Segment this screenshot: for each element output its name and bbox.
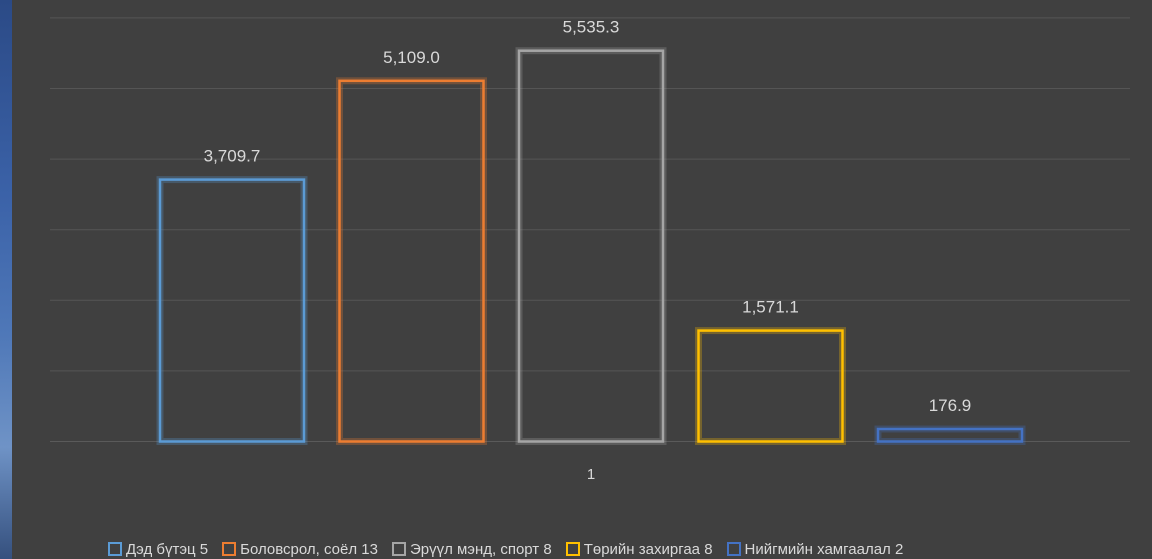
legend-label: Эрүүл мэнд, спорт 8: [409, 540, 552, 558]
legend-label: Боловсрол, соёл 13: [240, 540, 378, 558]
legend-label: Нийгмийн хамгаалал 2: [744, 540, 904, 558]
data-label-3: 5,535.3: [563, 18, 620, 37]
bar-1: [158, 178, 306, 443]
legend-item: Эрүүл мэнд, спорт 8: [391, 540, 552, 558]
data-label-2: 5,109.0: [383, 48, 440, 67]
bar-glow: [695, 327, 846, 446]
bar-4: [697, 329, 844, 443]
bar-glow: [874, 425, 1026, 446]
gridlines: [50, 17, 1130, 442]
data-label-1: 3,709.7: [204, 147, 261, 166]
legend-item: Төрийн захиргаа 8: [565, 540, 713, 558]
legend-swatch: [108, 542, 122, 556]
legend-item: Нийгмийн хамгаалал 2: [726, 540, 904, 558]
legend-swatch: [565, 542, 580, 556]
category-label: 1: [587, 466, 595, 483]
bar-glow: [515, 47, 667, 445]
bar-2: [338, 79, 485, 443]
data-label-4: 1,571.1: [742, 298, 799, 317]
legend-item: Дэд бүтэц 5: [108, 541, 208, 558]
bar-3: [517, 49, 665, 443]
legend-swatch: [222, 542, 237, 556]
bar-glow: [336, 77, 487, 446]
legend-swatch: [726, 542, 741, 556]
bar-5: [876, 427, 1024, 443]
bars: [156, 47, 1026, 446]
legend-swatch: [391, 542, 406, 556]
legend-item: Боловсрол, соёл 13: [222, 541, 378, 558]
data-label-5: 176.9: [929, 396, 972, 415]
background-image-strip: [0, 0, 12, 559]
bar-glow: [156, 176, 308, 445]
legend-label: Дэд бүтэц 5: [126, 540, 209, 558]
category-labels: 1: [587, 466, 595, 483]
data-labels: 3,709.7 5,109.0 5,535.3 1,571.1 176.9: [204, 18, 972, 415]
legend: Дэд бүтэц 5 Боловсрол, соёл 13 Эрүүл мэнд,…: [108, 539, 917, 559]
legend-label: Төрийн захиргаа 8: [583, 540, 713, 558]
